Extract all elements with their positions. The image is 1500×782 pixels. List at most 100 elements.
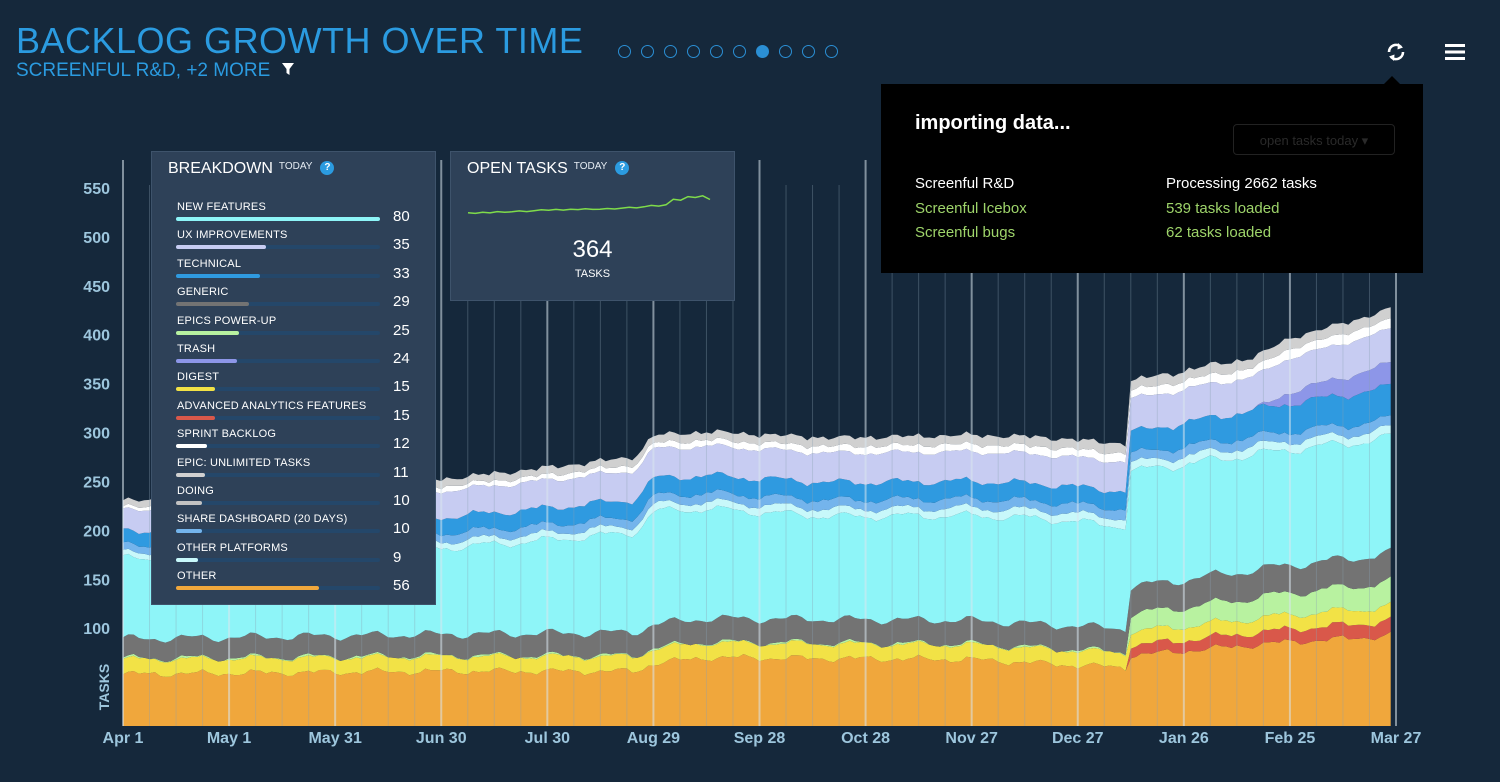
breakdown-item-bar-fill [176,330,240,335]
slide-dot[interactable] [779,45,792,58]
breakdown-item-label: OTHER [177,570,217,583]
breakdown-item-value: 25 [393,321,410,339]
import-source-name: Screenful bugs [915,224,1016,241]
y-tick-label: 250 [83,474,110,491]
slide-dot[interactable] [802,45,815,58]
area-series [123,328,1391,534]
help-icon[interactable]: ? [615,161,630,175]
slide-dot[interactable] [825,45,838,58]
breakdown-item-bar [176,501,380,505]
breakdown-item-bar [176,586,380,591]
import-source-name: Screenful R&D [915,175,1015,192]
breakdown-item[interactable]: OTHER PLATFORMS 9 [176,542,424,570]
breakdown-item-bar-fill [176,273,260,278]
page-title: BACKLOG GROWTH OVER TIME [16,20,584,61]
dashboard-subtitle[interactable]: SCREENFUL R&D, +2 MORE [16,60,294,82]
breakdown-title: BREAKDOWN [168,160,273,177]
breakdown-item-bar-fill [176,387,215,392]
help-icon[interactable]: ? [320,161,335,175]
breakdown-item-label: SHARE DASHBOARD (20 DAYS) [177,513,348,526]
slide-dot[interactable] [618,45,631,58]
y-tick-label: 350 [83,377,110,394]
project-selector-label[interactable]: SCREENFUL R&D, +2 MORE [16,60,271,81]
breakdown-item-bar [176,557,380,562]
breakdown-item-value: 12 [393,435,410,453]
area-series [123,601,1391,677]
breakdown-item-bar-fill [176,557,199,562]
breakdown-item-value: 15 [393,406,410,424]
y-tick-label: 150 [83,572,110,589]
refresh-icon[interactable] [1384,40,1408,64]
y-tick-label: 300 [83,426,110,443]
breakdown-item-value: 33 [393,264,410,282]
breakdown-item-value: 9 [393,548,402,566]
breakdown-item-value: 10 [393,492,410,509]
x-tick-label: May 31 [308,730,361,747]
breakdown-panel: BREAKDOWN TODAY? NEW FEATURES 80 UX IMPROVE… [151,151,436,605]
slide-dot[interactable] [733,45,746,58]
slide-dot[interactable] [756,45,769,58]
x-tick-label: Oct 28 [841,730,890,747]
open-tasks-period: TODAY [573,161,608,172]
x-tick-label: Apr 1 [103,730,144,747]
slide-dot[interactable] [664,45,677,58]
breakdown-item[interactable]: ADVANCED ANALYTICS FEATURES 15 [176,400,424,428]
breakdown-item-label: OTHER PLATFORMS [177,541,288,554]
breakdown-item-value: 56 [393,577,410,595]
breakdown-item[interactable]: SHARE DASHBOARD (20 DAYS) 10 [176,513,424,541]
breakdown-item-label: EPIC: UNLIMITED TASKS [177,456,311,469]
breakdown-item-bar [176,302,380,307]
import-status-popup: importing data... open tasks today ▾ Scr… [881,84,1423,273]
breakdown-item-bar-fill [176,586,319,591]
x-tick-label: Feb 25 [1265,730,1316,747]
menu-icon[interactable] [1444,42,1466,62]
metric-select[interactable]: open tasks today ▾ [1233,124,1395,155]
x-tick-label: May 1 [207,730,252,747]
y-tick-label: 550 [83,181,110,198]
x-tick-label: Jan 26 [1159,730,1209,747]
breakdown-item-bar [176,359,380,363]
area-series [123,616,1391,677]
breakdown-item[interactable]: EPIC: UNLIMITED TASKS 11 [176,457,424,485]
breakdown-item-value: 15 [393,378,410,396]
y-tick-label: 100 [83,621,110,638]
x-tick-label: Aug 29 [627,730,680,747]
area-series [123,433,1391,643]
slide-dot[interactable] [641,45,654,58]
breakdown-item-label: UX IMPROVEMENTS [177,229,288,242]
slide-dot[interactable] [710,45,723,58]
breakdown-item[interactable]: DIGEST 15 [176,371,424,399]
popup-caret [1383,76,1401,85]
breakdown-item[interactable]: OTHER 56 [176,570,424,598]
breakdown-item-bar-fill [176,501,202,505]
y-tick-label: 200 [83,523,110,540]
breakdown-item-bar-fill [176,415,215,420]
import-source-name: Screenful Icebox [915,199,1027,217]
breakdown-item[interactable]: NEW FEATURES 80 [176,201,424,229]
breakdown-item-label: TRASH [177,343,216,355]
y-tick-label: 500 [83,230,110,247]
breakdown-item[interactable]: DOING 10 [176,485,424,513]
y-tick-label: 400 [83,328,110,345]
slide-dot[interactable] [687,45,700,58]
sparkline-path [467,195,711,215]
breakdown-item-value: 80 [393,208,410,225]
breakdown-item[interactable]: TRASH 24 [176,343,424,371]
import-title: importing data... [915,112,1071,134]
breakdown-item-label: SPRINT BACKLOG [177,428,277,441]
area-series [123,631,1391,726]
breakdown-item[interactable]: SPRINT BACKLOG 12 [176,428,424,456]
breakdown-item-bar-fill [176,472,205,477]
breakdown-item-value: 35 [393,236,410,254]
filter-icon[interactable] [281,63,294,75]
breakdown-item-value: 24 [393,350,410,367]
breakdown-item[interactable]: TECHNICAL 33 [176,258,424,286]
breakdown-item[interactable]: EPICS POWER-UP 25 [176,315,424,343]
breakdown-item[interactable]: GENERIC 29 [176,286,424,314]
slide-pagination [618,45,838,58]
breakdown-item-bar [176,472,380,477]
y-axis-label: TASKS [96,664,112,710]
breakdown-item-label: NEW FEATURES [177,201,266,213]
open-tasks-panel: OPEN TASKS TODAY? 364 TASKS [450,151,735,301]
breakdown-item[interactable]: UX IMPROVEMENTS 35 [176,229,424,257]
